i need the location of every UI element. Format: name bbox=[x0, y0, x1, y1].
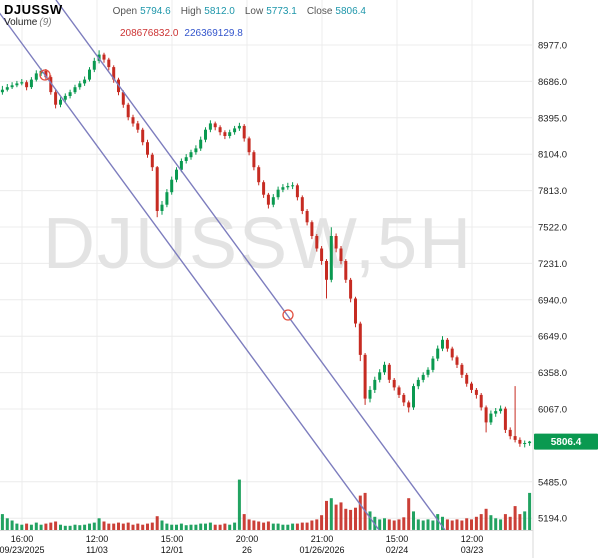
low-label: Low bbox=[244, 6, 264, 17]
time-axis-time-label: 12:00 bbox=[461, 534, 484, 544]
time-axis-time-label: 12:00 bbox=[86, 534, 109, 544]
price-axis-label: 6358.0 bbox=[538, 368, 567, 379]
symbol-title[interactable]: DJUSSW bbox=[4, 2, 63, 17]
high-value: 5812.0 bbox=[204, 6, 235, 17]
last-price-value: 5806.4 bbox=[551, 437, 582, 448]
price-axis-label: 8686.0 bbox=[538, 77, 567, 88]
ohlc-bar: DJUSSW Open 5794.6 High 5812.0 Low 5773.1 Close… bbox=[4, 2, 366, 17]
close-label: Close bbox=[306, 6, 333, 17]
trendline-anchor[interactable] bbox=[282, 309, 294, 321]
price-axis-label: 7522.0 bbox=[538, 223, 567, 234]
time-axis-date-label: 11/03 bbox=[86, 545, 108, 555]
trendline-anchor[interactable] bbox=[39, 69, 51, 81]
price-axis-label: 8977.0 bbox=[538, 41, 567, 52]
time-axis-date-label: 12/01 bbox=[161, 545, 184, 555]
price-axis-label: 6649.0 bbox=[538, 332, 567, 343]
candlestick-series bbox=[0, 50, 532, 448]
price-axis[interactable]: 8977.0 8686.0 8395.0 8104.0 7813.0 7522.0 7231… bbox=[538, 41, 567, 525]
time-axis-date-label: 03/23 bbox=[461, 545, 484, 555]
price-axis-label: 6940.0 bbox=[538, 295, 567, 306]
price-axis-label: 5485.0 bbox=[538, 477, 567, 488]
trend-channel[interactable] bbox=[0, 0, 446, 531]
price-axis-label: 7813.0 bbox=[538, 186, 567, 197]
close-value: 5806.4 bbox=[335, 6, 366, 17]
time-axis-date-label: 26 bbox=[242, 545, 252, 555]
chart-watermark: DJUSSW,5H bbox=[43, 204, 473, 284]
volume-indicator-label[interactable]: Volume (9) bbox=[4, 17, 52, 28]
volume-value-1: 208676832.0 bbox=[120, 28, 179, 39]
time-axis-time-label: 20:00 bbox=[236, 534, 259, 544]
trendline[interactable] bbox=[0, 0, 380, 531]
open-label: Open bbox=[112, 6, 138, 17]
time-axis[interactable]: 16:0009/23/202512:0011/0315:0012/0120:00… bbox=[0, 534, 483, 555]
price-axis-label: 8104.0 bbox=[538, 150, 567, 161]
time-axis-date-label: 09/23/2025 bbox=[0, 545, 45, 555]
volume-indicator-values: 208676832.0 226369129.8 bbox=[120, 28, 243, 39]
low-value: 5773.1 bbox=[266, 6, 297, 17]
open-value: 5794.6 bbox=[140, 6, 171, 17]
time-axis-time-label: 15:00 bbox=[161, 534, 184, 544]
time-axis-date-label: 01/26/2026 bbox=[299, 545, 344, 555]
time-axis-time-label: 15:00 bbox=[386, 534, 409, 544]
price-axis-label: 8395.0 bbox=[538, 113, 567, 124]
time-axis-time-label: 21:00 bbox=[311, 534, 334, 544]
volume-value-2: 226369129.8 bbox=[184, 28, 243, 39]
volume-series bbox=[0, 479, 532, 531]
indicator-name: Volume bbox=[4, 17, 38, 28]
indicator-period: (9) bbox=[39, 17, 52, 28]
time-axis-date-label: 02/24 bbox=[386, 545, 409, 555]
last-price-badge bbox=[534, 433, 598, 450]
trendline[interactable] bbox=[55, 0, 446, 531]
high-label: High bbox=[180, 6, 202, 17]
price-axis-label: 7231.0 bbox=[538, 259, 567, 270]
time-axis-time-label: 16:00 bbox=[11, 534, 34, 544]
price-axis-label: 5194.0 bbox=[538, 514, 567, 525]
price-axis-label: 6067.0 bbox=[538, 405, 567, 416]
